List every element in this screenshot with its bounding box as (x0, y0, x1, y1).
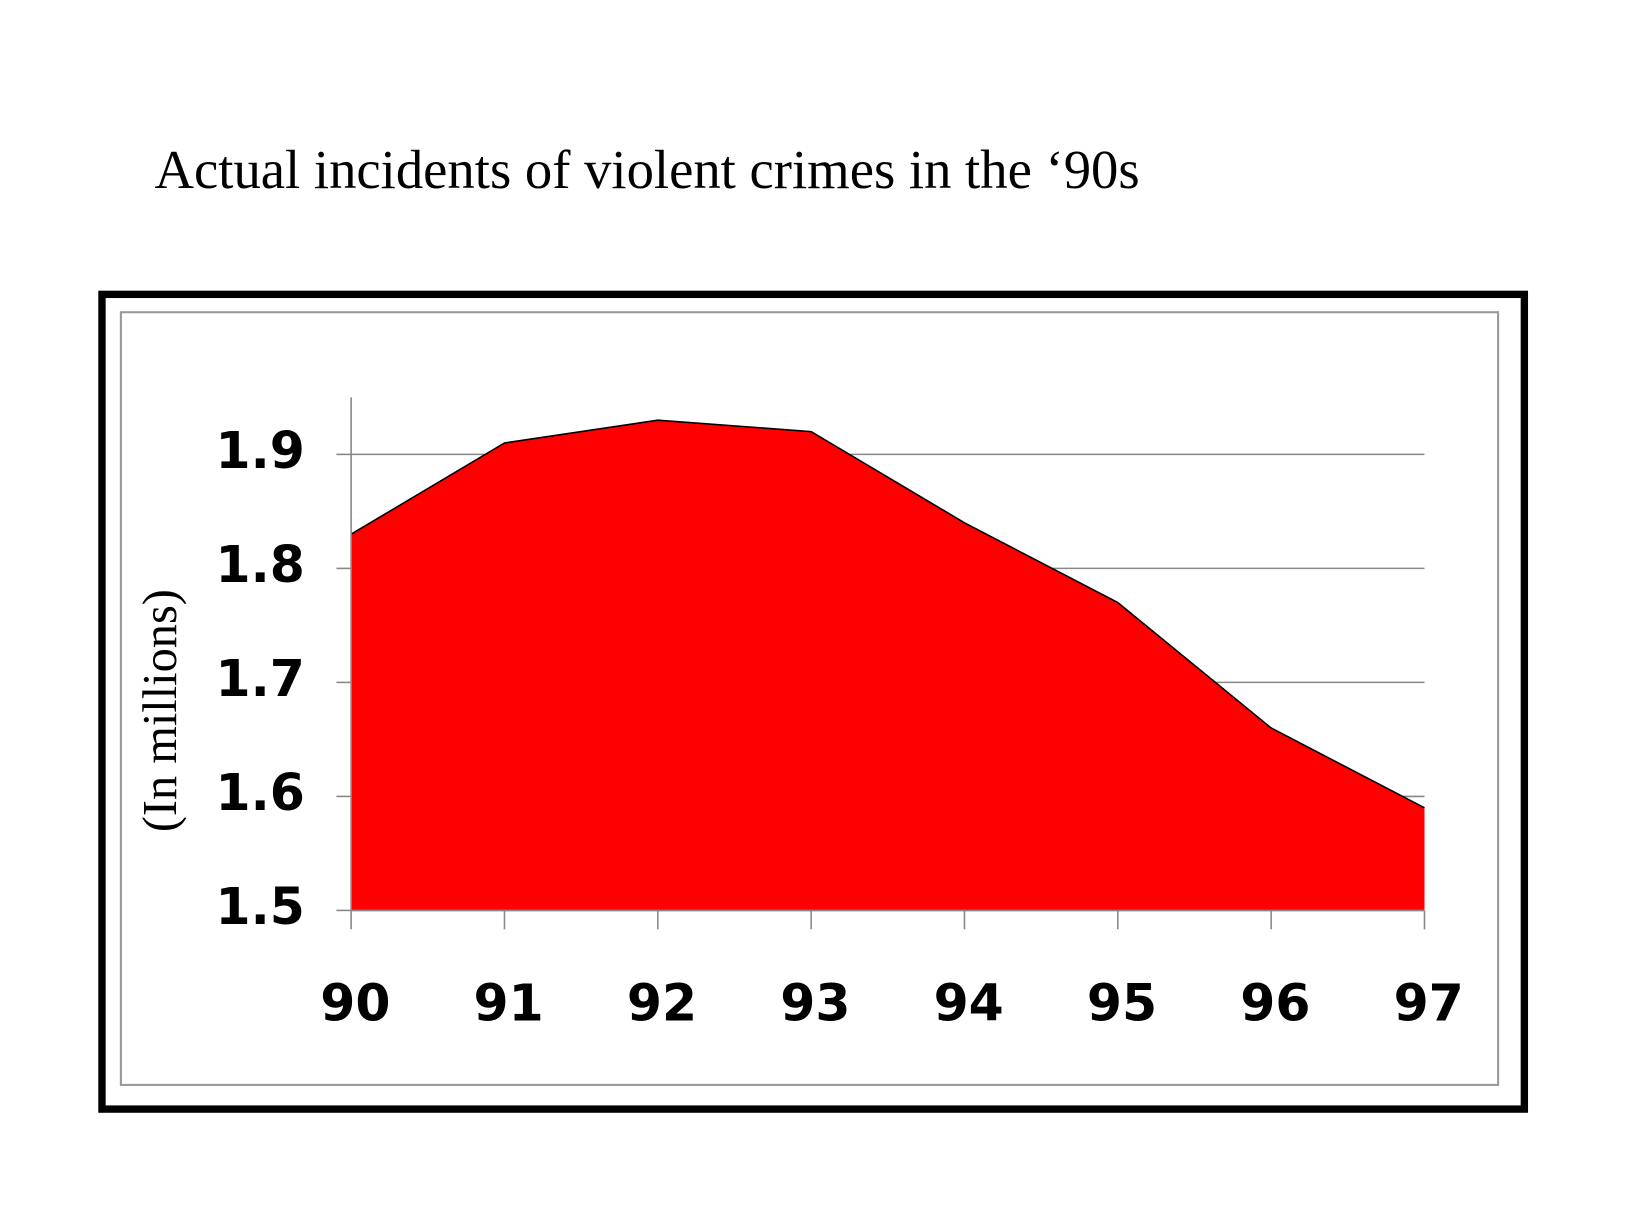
x-tick-label: 96 (1240, 974, 1310, 1033)
x-tick-label: 91 (474, 974, 544, 1033)
y-tick-label: 1.6 (215, 763, 304, 822)
x-tick-label: 97 (1394, 974, 1464, 1033)
inner-frame (119, 311, 1500, 1086)
y-tick-label: 1.9 (215, 421, 304, 480)
x-tick-label: 92 (627, 974, 697, 1033)
x-tick-label: 95 (1087, 974, 1157, 1033)
area-edge (350, 419, 1425, 809)
y-tick-label: 1.5 (215, 877, 304, 936)
chart-title: Actual incidents of violent crimes in th… (155, 139, 1140, 200)
x-tick-label: 94 (934, 974, 1004, 1033)
x-tick-label: 90 (320, 974, 390, 1033)
area (351, 420, 1425, 911)
y-tick-label: 1.8 (215, 535, 304, 594)
y-axis-title: (In millions) (134, 589, 187, 832)
outer-frame (98, 290, 1529, 1113)
x-tick-label: 93 (780, 974, 850, 1033)
y-tick-label: 1.7 (215, 649, 304, 708)
